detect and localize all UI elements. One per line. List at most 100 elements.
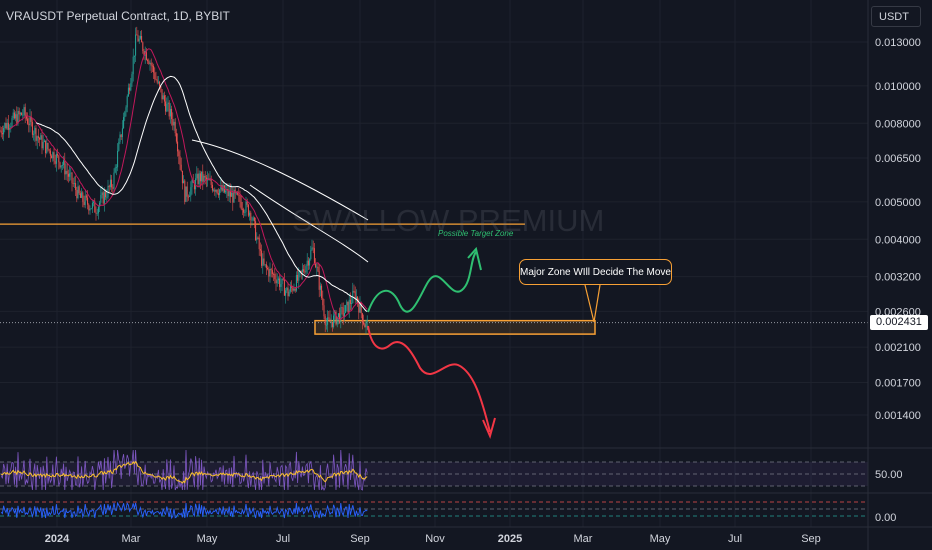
candle-body <box>47 142 49 150</box>
candle-body <box>88 204 90 211</box>
candle-body <box>36 136 38 141</box>
candle-body <box>317 266 319 272</box>
candle-body <box>85 195 87 198</box>
candle-body <box>77 186 79 199</box>
candle-body <box>244 212 246 213</box>
candle-body <box>108 185 110 188</box>
bearish-arrowhead <box>482 417 496 439</box>
bullish-arrowhead <box>467 246 482 271</box>
candle-body <box>42 141 44 149</box>
candle-body <box>286 287 288 291</box>
candle-body <box>151 65 153 67</box>
candle-body <box>319 285 321 290</box>
candle-body <box>6 122 8 129</box>
candle-body <box>251 220 253 221</box>
candle-body <box>137 35 139 42</box>
price-tick-label: 0.004000 <box>875 234 921 246</box>
time-axis: 2024 Mar May Jul Sep Nov 2025 Mar May Jul Sep <box>0 526 932 545</box>
candle-body <box>7 122 9 130</box>
candle-body <box>84 195 86 205</box>
currency-selector[interactable]: USDT <box>871 6 921 27</box>
candle-body <box>5 123 7 129</box>
candle-body <box>22 114 24 116</box>
candle-body <box>46 142 48 154</box>
candle-body <box>293 288 295 291</box>
candle-body <box>235 191 237 194</box>
candle-body <box>147 59 149 62</box>
candle-body <box>225 190 227 193</box>
candle-body <box>276 280 278 284</box>
candle-body <box>360 302 362 314</box>
candle-body <box>351 303 353 304</box>
candle-body <box>67 173 69 177</box>
candle-body <box>131 74 133 84</box>
candle-body <box>348 299 350 313</box>
candle-body <box>96 213 98 215</box>
indicator-panes <box>0 447 932 520</box>
candle-body <box>41 135 43 149</box>
candle-body <box>148 61 150 64</box>
candle-body <box>261 250 263 266</box>
candle-body <box>262 258 264 266</box>
candle-body <box>199 173 201 182</box>
bearish-path <box>367 325 491 433</box>
candle-body <box>190 187 192 196</box>
candle-body <box>9 127 11 130</box>
candle-body <box>153 65 155 73</box>
candle-body <box>1 133 3 135</box>
slow-ma-ext-2 <box>249 184 369 263</box>
price-tick-label: 0.010000 <box>875 81 921 93</box>
candle-body <box>105 192 107 198</box>
candle-body <box>366 320 368 323</box>
candle-body <box>43 140 45 142</box>
candle-body <box>231 192 233 197</box>
time-tick-label: May <box>650 533 671 545</box>
candle-body <box>55 154 57 164</box>
candle-body <box>287 287 289 297</box>
candle-body <box>129 87 131 91</box>
candle-body <box>365 322 367 328</box>
candle-body <box>24 107 26 116</box>
candle-body <box>257 237 259 239</box>
candle-body <box>316 266 318 268</box>
candle-body <box>364 324 366 328</box>
candle-body <box>252 217 254 221</box>
candle-body <box>172 119 174 126</box>
candle-body <box>100 195 102 203</box>
price-candles <box>0 26 368 335</box>
candle-body <box>115 167 117 169</box>
candle-body <box>342 307 344 317</box>
candle-body <box>345 305 347 313</box>
chart-grid <box>0 0 868 527</box>
candle-body <box>343 312 345 317</box>
candle-body <box>112 187 114 189</box>
candle-body <box>258 237 260 250</box>
candle-body <box>282 278 284 280</box>
candle-body <box>12 112 14 119</box>
candle-body <box>329 318 331 323</box>
candle-body <box>93 201 95 204</box>
time-tick-label: Jul <box>276 533 290 545</box>
candle-body <box>31 121 33 135</box>
candle-body <box>184 180 186 202</box>
symbol-title[interactable]: VRAUSDT Perpetual Contract, 1D, BYBIT <box>6 9 230 23</box>
candle-body <box>195 178 197 190</box>
candle-body <box>269 268 271 277</box>
candle-body <box>18 110 20 115</box>
candle-body <box>217 193 219 196</box>
candle-body <box>130 83 132 91</box>
candle-body <box>60 165 62 168</box>
time-tick-label: 2024 <box>45 533 70 545</box>
candle-body <box>210 179 212 185</box>
candle-body <box>330 321 332 323</box>
candle-body <box>228 190 230 197</box>
candle-body <box>58 155 60 163</box>
candle-body <box>291 285 293 288</box>
slow-ma-line <box>35 75 368 312</box>
candle-body <box>201 171 203 182</box>
candle-body <box>307 260 309 266</box>
candle-body <box>221 185 223 191</box>
candle-body <box>304 271 306 273</box>
candle-body <box>315 263 317 268</box>
